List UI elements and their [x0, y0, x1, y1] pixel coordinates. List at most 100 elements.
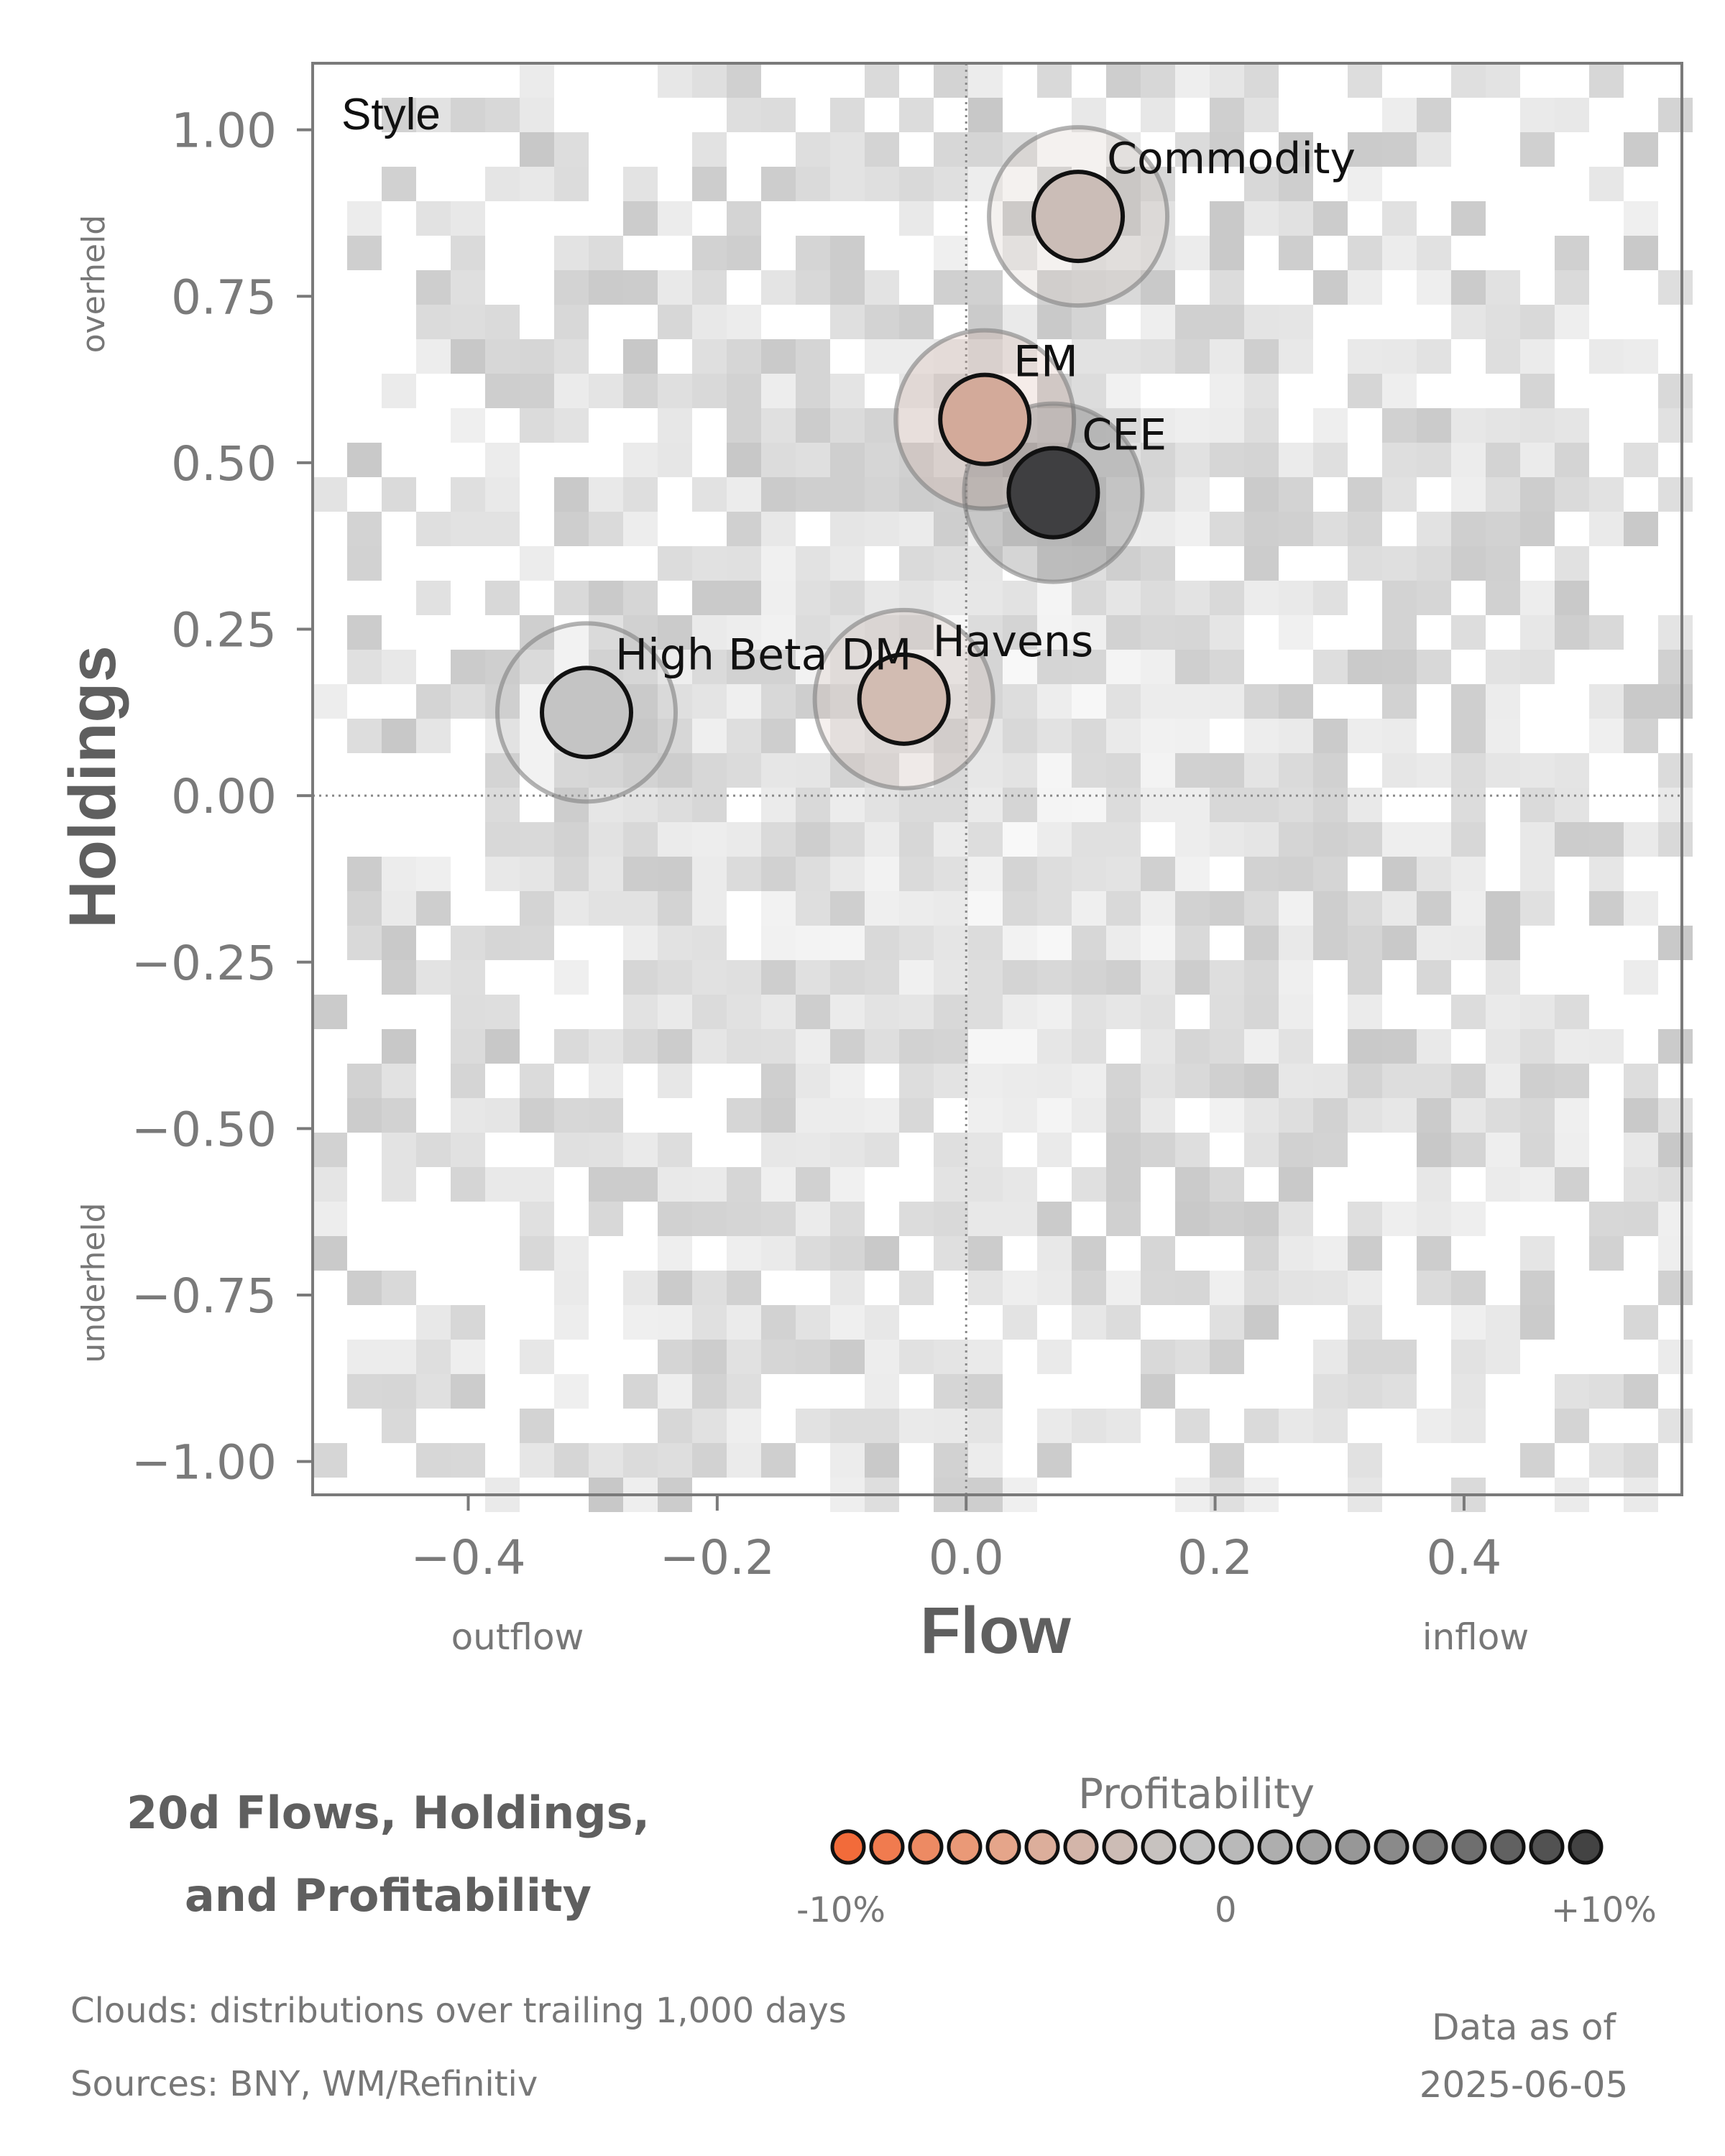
heatmap-cell: [796, 995, 830, 1029]
profitability-swatch: [908, 1829, 944, 1865]
heatmap-cell: [692, 960, 727, 995]
heatmap-cell: [1072, 788, 1106, 822]
heatmap-cell: [1555, 305, 1589, 339]
heatmap-cell: [1348, 1202, 1382, 1236]
heatmap-cell: [520, 857, 554, 891]
heatmap-cell: [692, 1443, 727, 1478]
heatmap-cell: [1382, 753, 1417, 788]
heatmap-cell: [1141, 546, 1175, 581]
heatmap-cell: [520, 650, 554, 684]
heatmap-cell: [1313, 512, 1348, 546]
heatmap-cell: [520, 63, 554, 98]
heatmap-cell: [520, 408, 554, 443]
heatmap-cell: [1348, 546, 1382, 581]
heatmap-cell: [796, 1029, 830, 1064]
heatmap-cell: [1141, 1098, 1175, 1133]
heatmap-cell: [865, 132, 899, 167]
heatmap-cell: [1141, 1340, 1175, 1374]
heatmap-cell: [1313, 891, 1348, 926]
heatmap-cell: [554, 305, 589, 339]
heatmap-cell: [727, 615, 761, 650]
heatmap-cell: [554, 581, 589, 615]
heatmap-cell: [830, 1340, 865, 1374]
heatmap-cell: [520, 167, 554, 201]
heatmap-cell: [1175, 719, 1210, 753]
y-direction-overheld: overheld: [75, 215, 112, 353]
heatmap-cell: [416, 960, 451, 995]
heatmap-cell: [1417, 822, 1451, 857]
heatmap-cell: [761, 926, 796, 960]
heatmap-cell: [692, 857, 727, 891]
heatmap-cell: [1210, 1167, 1244, 1202]
heatmap-cell: [1520, 339, 1555, 374]
heatmap-cell: [934, 1202, 968, 1236]
heatmap-cell: [1210, 443, 1244, 477]
heatmap-cell: [1210, 374, 1244, 408]
heatmap-cell: [1486, 753, 1520, 788]
heatmap-cell: [589, 477, 623, 512]
heatmap-cell: [761, 477, 796, 512]
heatmap-cell: [761, 374, 796, 408]
heatmap-cell: [727, 477, 761, 512]
heatmap-cell: [485, 1098, 520, 1133]
heatmap-cell: [1210, 512, 1244, 546]
heatmap-cell: [347, 719, 382, 753]
heatmap-cell: [1486, 684, 1520, 719]
heatmap-cell: [589, 753, 623, 788]
heatmap-cell: [1244, 995, 1279, 1029]
heatmap-cell: [1037, 995, 1072, 1029]
heatmap-cell: [1451, 443, 1486, 477]
heatmap-cell: [1348, 339, 1382, 374]
heatmap-cell: [658, 857, 692, 891]
heatmap-cell: [1348, 995, 1382, 1029]
heatmap-cell: [1279, 995, 1313, 1029]
heatmap-cell: [1658, 1236, 1693, 1271]
heatmap-cell: [1624, 443, 1658, 477]
heatmap-cell: [1244, 1133, 1279, 1167]
y-tick-label: 1.00: [171, 103, 277, 159]
heatmap-cell: [1244, 719, 1279, 753]
heatmap-cell: [1244, 546, 1279, 581]
heatmap-cell: [658, 63, 692, 98]
heatmap-cell: [1417, 132, 1451, 167]
heatmap-cell: [761, 891, 796, 926]
heatmap-cell: [830, 857, 865, 891]
heatmap-cell: [1210, 615, 1244, 650]
heatmap-cell: [865, 339, 899, 374]
heatmap-cell: [1141, 98, 1175, 132]
heatmap-cell: [485, 995, 520, 1029]
heatmap-cell: [1072, 891, 1106, 926]
heatmap-cell: [485, 305, 520, 339]
heatmap-cell: [899, 546, 934, 581]
point-label: High Beta DM: [615, 630, 911, 680]
heatmap-cell: [1486, 305, 1520, 339]
heatmap-cell: [1313, 788, 1348, 822]
heatmap-cell: [1072, 408, 1106, 443]
heatmap-cell: [1106, 822, 1141, 857]
heatmap-cell: [1210, 1029, 1244, 1064]
heatmap-cell: [1520, 1098, 1555, 1133]
heatmap-cell: [1003, 650, 1037, 684]
heatmap-cell: [727, 1098, 761, 1133]
heatmap-cell: [1244, 98, 1279, 132]
heatmap-cell: [727, 339, 761, 374]
heatmap-cell: [1624, 236, 1658, 270]
heatmap-cell: [899, 1029, 934, 1064]
heatmap-cell: [1313, 753, 1348, 788]
heatmap-cell: [623, 512, 658, 546]
heatmap-cell: [416, 684, 451, 719]
heatmap-cell: [1417, 926, 1451, 960]
heatmap-cell: [1417, 339, 1451, 374]
heatmap-cell: [1451, 1098, 1486, 1133]
heatmap-cell: [1555, 443, 1589, 477]
heatmap-cell: [382, 1167, 416, 1202]
heatmap-cell: [1175, 305, 1210, 339]
heatmap-cell: [1141, 1236, 1175, 1271]
heatmap-cell: [589, 1029, 623, 1064]
heatmap-cell: [899, 1098, 934, 1133]
heatmap-cell: [1555, 1374, 1589, 1409]
heatmap-cell: [658, 995, 692, 1029]
heatmap-cell: [1244, 374, 1279, 408]
heatmap-cell: [1279, 305, 1313, 339]
heatmap-cell: [416, 1305, 451, 1340]
